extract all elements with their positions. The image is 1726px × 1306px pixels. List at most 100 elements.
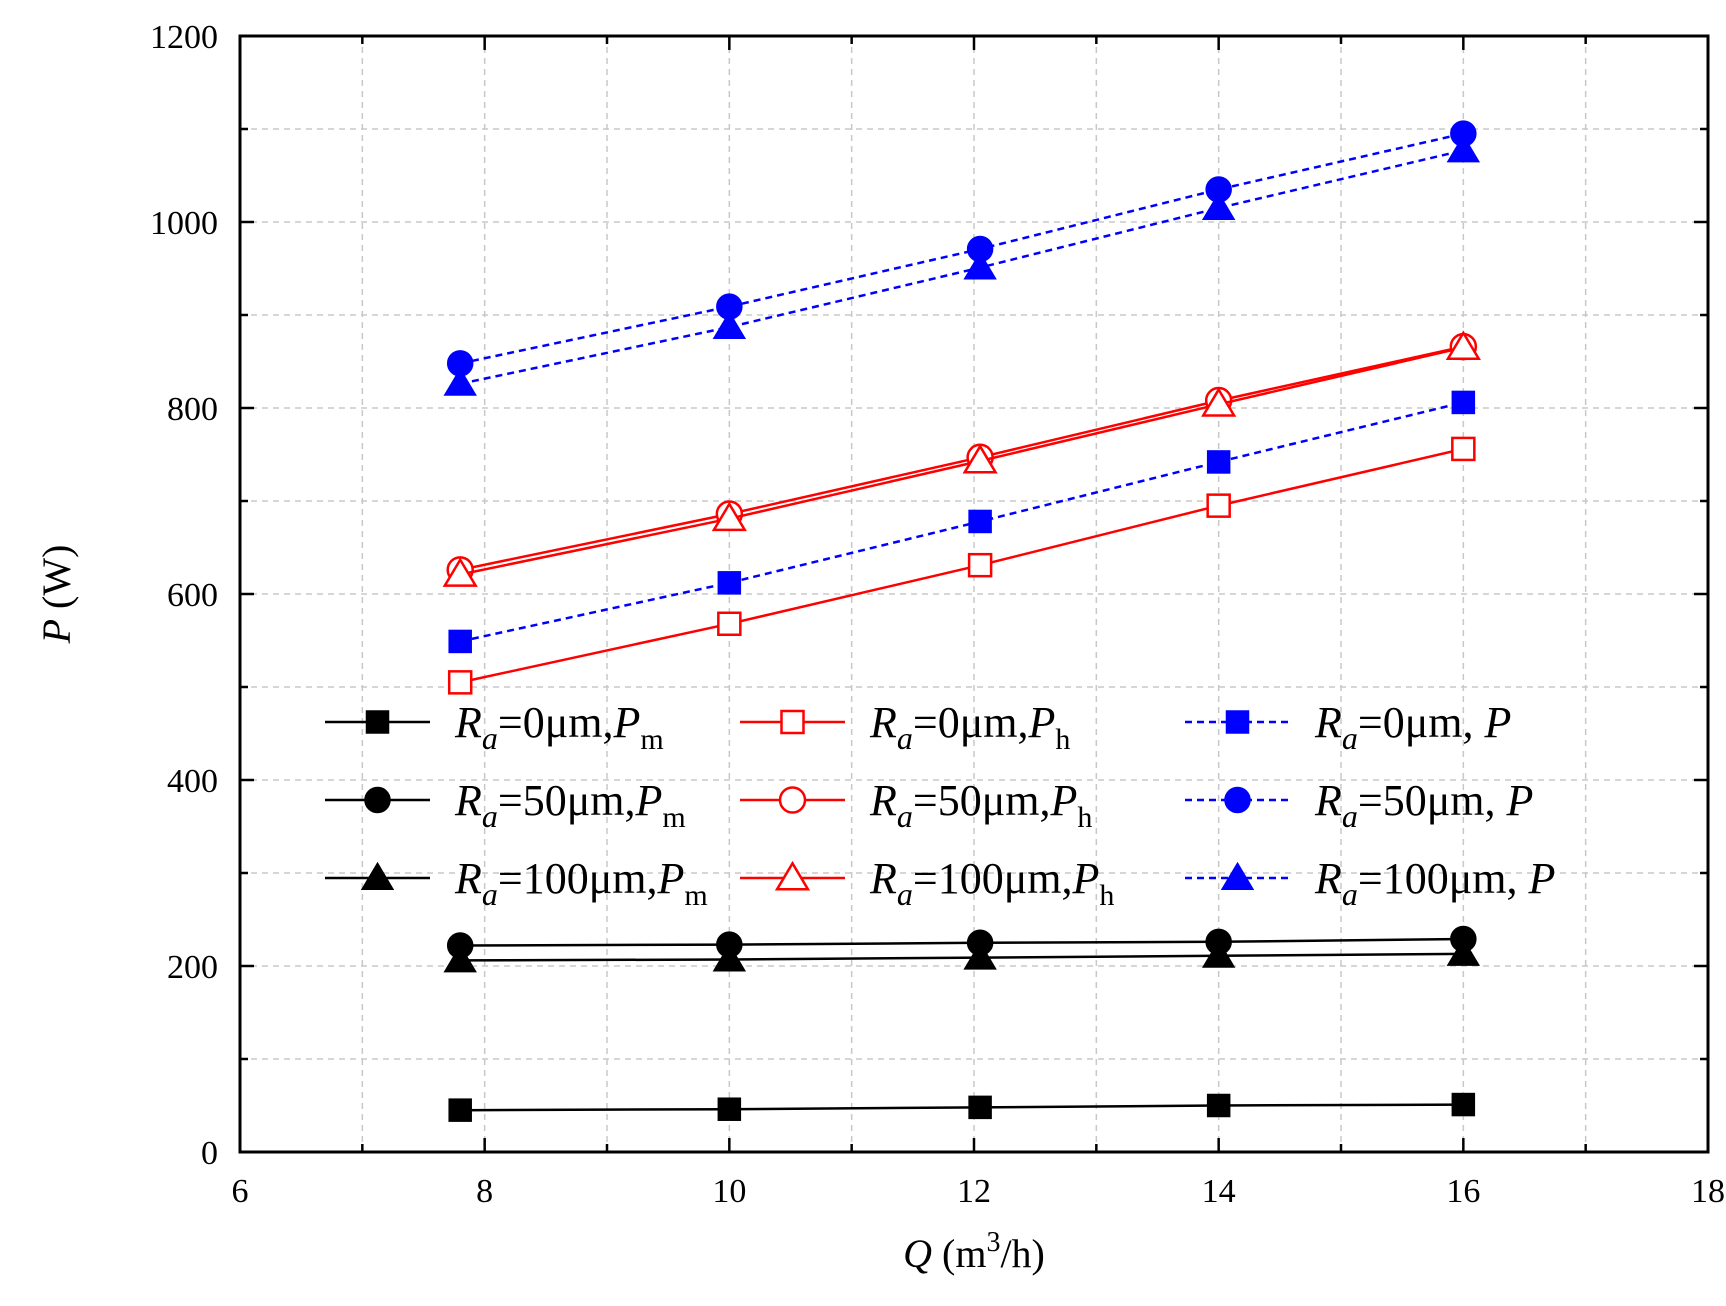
legend-ra-value: =0μm, bbox=[1358, 698, 1474, 747]
x-axis-unit: (m bbox=[932, 1231, 986, 1276]
legend-item-ra50-ph: Ra=50μm,Ph bbox=[740, 776, 1092, 834]
legend-ra-value: =100μm, bbox=[913, 854, 1073, 903]
data-point-ra0-ph bbox=[967, 552, 993, 578]
data-point-ra100-ph bbox=[442, 557, 478, 587]
x-tick-label: 12 bbox=[957, 1173, 991, 1210]
series-ra0-p bbox=[448, 390, 1476, 654]
legend-marker-ra50-ph bbox=[778, 786, 807, 814]
legend-quantity: P bbox=[613, 698, 641, 747]
legend-symbol-subscript: a bbox=[897, 720, 913, 756]
data-point-ra0-pm bbox=[448, 1098, 472, 1122]
legend-symbol: R bbox=[869, 698, 897, 747]
x-tick-label: 14 bbox=[1202, 1173, 1236, 1210]
legend-label-ra100-p: Ra=100μm, P bbox=[1314, 854, 1555, 912]
legend-item-ra50-pm: Ra=50μm,Pm bbox=[325, 776, 686, 834]
data-point-ra0-p bbox=[968, 509, 992, 534]
legend-symbol: R bbox=[869, 776, 897, 825]
data-point-ra100-pm bbox=[443, 944, 477, 973]
legend-label-ra50-pm: Ra=50μm,Pm bbox=[454, 776, 686, 834]
legend-quantity: P bbox=[1518, 854, 1556, 903]
legend-quantity-subscript: h bbox=[1055, 723, 1070, 756]
x-tick-label: 8 bbox=[476, 1173, 493, 1210]
series-ra100-pm bbox=[443, 937, 1481, 973]
legend-quantity: P bbox=[1028, 698, 1056, 747]
legend-label-ra100-ph: Ra=100μm,Ph bbox=[869, 854, 1114, 912]
legend-ra-value: =50μm, bbox=[498, 776, 636, 825]
legend-label-ra50-ph: Ra=50μm,Ph bbox=[869, 776, 1092, 834]
y-tick-label: 600 bbox=[167, 577, 218, 614]
legend-marker-ra0-ph bbox=[780, 709, 805, 735]
legend-marker-ra50-p bbox=[1224, 786, 1251, 814]
legend-symbol: R bbox=[1314, 698, 1342, 747]
legend-symbol: R bbox=[1314, 776, 1342, 825]
legend-marker-ra0-pm bbox=[365, 710, 390, 734]
y-tick-label: 1200 bbox=[150, 19, 218, 56]
legend-label-ra0-ph: Ra=0μm,Ph bbox=[869, 698, 1070, 756]
legend-quantity: P bbox=[1496, 776, 1534, 825]
legend: Ra=0μm,PmRa=50μm,PmRa=100μm,PmRa=0μm,PhR… bbox=[325, 698, 1555, 912]
y-tick-label: 400 bbox=[167, 763, 218, 800]
data-point-ra0-ph bbox=[717, 611, 742, 637]
x-axis-title: Q (m3/h) bbox=[903, 1227, 1045, 1276]
x-axis-unit-superscript: 3 bbox=[986, 1227, 1000, 1258]
legend-quantity: P bbox=[1474, 698, 1512, 747]
legend-ra-value: =0μm, bbox=[913, 698, 1029, 747]
legend-item-ra100-ph: Ra=100μm,Ph bbox=[740, 854, 1114, 912]
x-tick-label: 6 bbox=[232, 1173, 249, 1210]
legend-symbol: R bbox=[454, 698, 482, 747]
legend-ra-value: =100μm, bbox=[1358, 854, 1518, 903]
data-point-ra0-ph bbox=[1451, 436, 1476, 462]
legend-label-ra0-p: Ra=0μm, P bbox=[1314, 698, 1511, 756]
legend-symbol-subscript: a bbox=[897, 798, 913, 834]
legend-symbol-subscript: a bbox=[897, 876, 913, 912]
data-point-ra100-ph bbox=[1445, 330, 1481, 360]
series-ra100-ph bbox=[442, 330, 1481, 587]
legend-ra-value: =0μm, bbox=[498, 698, 614, 747]
data-point-ra0-pm bbox=[1206, 1093, 1231, 1118]
data-point-ra100-p bbox=[443, 367, 477, 396]
y-tick-label: 800 bbox=[167, 391, 218, 428]
y-tick-label: 0 bbox=[201, 1135, 218, 1172]
legend-marker-ra0-p bbox=[1225, 710, 1250, 734]
legend-ra-value: =50μm, bbox=[913, 776, 1051, 825]
axes: 6 8 10 12 14 16 18 0 200 400 600 800 1000 1200 Q (m3/h… bbox=[34, 19, 1725, 1276]
series-ra0-pm bbox=[448, 1092, 1476, 1122]
legend-symbol: R bbox=[454, 776, 482, 825]
x-tick-label: 10 bbox=[712, 1173, 746, 1210]
data-point-ra0-pm bbox=[968, 1095, 992, 1120]
legend-symbol: R bbox=[869, 854, 897, 903]
data-point-ra0-p bbox=[717, 571, 742, 595]
legend-marker-ra100-p bbox=[1220, 861, 1255, 890]
data-point-ra100-pm bbox=[712, 943, 747, 972]
series-ra0-ph bbox=[447, 436, 1476, 695]
y-tick-label: 1000 bbox=[150, 205, 218, 242]
legend-quantity-subscript: h bbox=[1099, 879, 1114, 912]
legend-symbol: R bbox=[454, 854, 482, 903]
data-point-ra100-ph bbox=[711, 501, 747, 532]
data-point-ra0-p bbox=[1206, 450, 1231, 474]
data-point-ra100-pm bbox=[963, 941, 997, 970]
legend-quantity: P bbox=[1072, 854, 1100, 903]
legend-item-ra100-p: Ra=100μm, P bbox=[1185, 854, 1555, 912]
data-point-ra0-pm bbox=[717, 1097, 742, 1121]
x-axis-variable: Q bbox=[903, 1231, 932, 1276]
x-tick-label: 16 bbox=[1446, 1173, 1480, 1210]
legend-marker-ra100-ph bbox=[774, 860, 811, 891]
data-point-ra100-p bbox=[1446, 134, 1481, 163]
legend-item-ra0-ph: Ra=0μm,Ph bbox=[740, 698, 1070, 756]
y-tick-label: 200 bbox=[167, 949, 218, 986]
legend-ra-value: =50μm, bbox=[1358, 776, 1496, 825]
legend-marker-ra50-pm bbox=[364, 786, 391, 814]
y-axis-unit: (W) bbox=[34, 545, 79, 619]
legend-marker-ra100-pm bbox=[360, 861, 395, 890]
legend-quantity-subscript: m bbox=[684, 879, 707, 912]
y-axis-variable: P bbox=[34, 619, 79, 644]
legend-label-ra50-p: Ra=50μm, P bbox=[1314, 776, 1533, 834]
legend-quantity-subscript: m bbox=[662, 801, 685, 834]
x-tick-label: 18 bbox=[1691, 1173, 1725, 1210]
series-ra100-p bbox=[443, 134, 1481, 396]
legend-ra-value: =100μm, bbox=[498, 854, 658, 903]
data-point-ra100-pm bbox=[1201, 939, 1236, 968]
